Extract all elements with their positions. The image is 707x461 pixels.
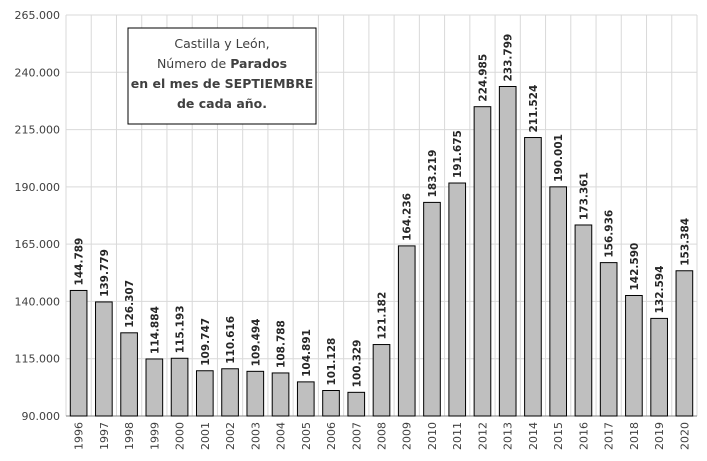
- value-label: 110.616: [225, 316, 237, 364]
- title-box: [127, 27, 317, 125]
- bar: [170, 357, 189, 417]
- value-label: 139.779: [99, 249, 111, 297]
- x-tick-label: 2013: [502, 422, 515, 450]
- value-label: 108.788: [276, 320, 288, 368]
- value-label: 190.001: [553, 134, 565, 182]
- value-label: 115.193: [175, 305, 187, 353]
- y-tick-label: 190.000: [15, 181, 61, 194]
- value-label: 121.182: [377, 292, 389, 340]
- bar: [625, 294, 643, 417]
- y-tick-label: 140.000: [15, 295, 61, 308]
- y-tick-label: 115.000: [15, 353, 61, 366]
- title-part: Número de: [157, 56, 227, 71]
- x-tick-label: 2017: [603, 422, 616, 450]
- value-label: 142.590: [629, 243, 641, 291]
- x-tick-label: 2015: [552, 422, 565, 450]
- value-label: 224.985: [477, 54, 489, 102]
- value-label: 109.747: [200, 318, 212, 366]
- bar: [322, 390, 340, 417]
- x-tick-label: 2020: [678, 422, 691, 450]
- value-label: 101.128: [326, 338, 338, 386]
- title-part: Parados: [230, 56, 287, 71]
- value-label: 156.936: [604, 210, 616, 258]
- y-tick-label: 165.000: [15, 238, 61, 251]
- bar: [423, 201, 441, 417]
- bar: [120, 332, 138, 417]
- x-tick-label: 2000: [174, 422, 187, 450]
- bar: [221, 368, 239, 417]
- x-tick-label: 2014: [527, 422, 540, 450]
- x-tick-label: 2019: [653, 422, 666, 450]
- x-tick-label: 2002: [224, 422, 237, 450]
- y-tick-label: 265.000: [15, 9, 61, 22]
- bar: [574, 224, 593, 417]
- x-tick-label: 1998: [123, 422, 136, 450]
- bar: [675, 270, 694, 417]
- x-tick-label: 2012: [476, 422, 489, 450]
- value-label: 173.361: [578, 172, 590, 220]
- x-tick-label: 2003: [249, 422, 262, 450]
- bar: [246, 370, 265, 417]
- x-tick-label: 2007: [350, 422, 363, 450]
- value-label: 153.384: [679, 218, 691, 266]
- value-label: 104.891: [301, 329, 313, 377]
- x-tick-label: 2005: [300, 422, 313, 450]
- value-label: 126.307: [124, 280, 136, 328]
- y-tick-label: 240.000: [15, 66, 61, 79]
- value-label: 100.329: [351, 340, 363, 388]
- x-tick-label: 2018: [628, 422, 641, 450]
- bar: [372, 344, 391, 417]
- bar: [296, 381, 315, 417]
- x-tick-label: 1999: [148, 422, 161, 450]
- x-tick-label: 2011: [451, 422, 464, 450]
- x-tick-label: 2006: [325, 422, 338, 450]
- x-tick-label: 2016: [577, 422, 590, 450]
- x-tick-label: 2004: [275, 422, 288, 450]
- title-line: Número de Parados: [157, 56, 287, 71]
- value-label: 144.789: [74, 238, 86, 286]
- bar: [473, 106, 492, 417]
- bar: [69, 289, 88, 417]
- title-line: en el mes de SEPTIEMBRE: [131, 76, 313, 91]
- x-tick-label: 2008: [376, 422, 389, 450]
- value-label: 114.884: [149, 306, 161, 354]
- x-tick-label: 2009: [401, 422, 414, 450]
- value-label: 211.524: [528, 85, 540, 133]
- y-tick-label: 215.000: [15, 124, 61, 137]
- x-tick-label: 1996: [73, 422, 86, 450]
- bar: [549, 186, 568, 417]
- bar: [145, 358, 164, 417]
- bar: [271, 372, 290, 417]
- bar: [650, 317, 668, 417]
- bar: [448, 182, 467, 417]
- value-label: 191.675: [452, 130, 464, 178]
- title-line: de cada año.: [177, 96, 267, 111]
- value-label: 164.236: [402, 193, 414, 241]
- value-label: 132.594: [654, 266, 666, 314]
- bar: [599, 262, 618, 417]
- value-label: 109.494: [250, 319, 262, 367]
- bar: [397, 245, 416, 417]
- x-tick-label: 2001: [199, 422, 212, 450]
- x-tick-label: 2010: [426, 422, 439, 450]
- bar: [524, 137, 542, 417]
- value-label: 183.219: [427, 150, 439, 198]
- title-line: Castilla y León,: [174, 36, 269, 51]
- y-tick-label: 90.000: [22, 410, 61, 423]
- bar: [195, 370, 214, 417]
- value-label: 233.799: [503, 34, 515, 82]
- bar: [498, 85, 517, 417]
- bar: [95, 301, 113, 417]
- x-tick-label: 1997: [98, 422, 111, 450]
- bar: [347, 391, 366, 417]
